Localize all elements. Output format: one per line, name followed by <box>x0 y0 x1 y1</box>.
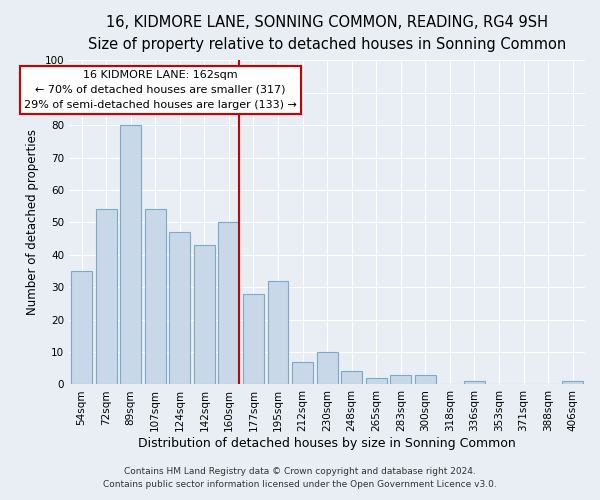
Bar <box>268 280 289 384</box>
Bar <box>120 125 141 384</box>
Bar <box>391 374 411 384</box>
Bar <box>169 232 190 384</box>
Bar <box>562 381 583 384</box>
Bar <box>415 374 436 384</box>
Y-axis label: Number of detached properties: Number of detached properties <box>26 130 39 316</box>
Bar <box>292 362 313 384</box>
Bar <box>145 210 166 384</box>
Bar <box>95 210 116 384</box>
Bar <box>218 222 239 384</box>
Bar <box>341 372 362 384</box>
Text: 16 KIDMORE LANE: 162sqm
← 70% of detached houses are smaller (317)
29% of semi-d: 16 KIDMORE LANE: 162sqm ← 70% of detache… <box>24 70 297 110</box>
Title: 16, KIDMORE LANE, SONNING COMMON, READING, RG4 9SH
Size of property relative to : 16, KIDMORE LANE, SONNING COMMON, READIN… <box>88 15 566 52</box>
Bar <box>243 294 264 384</box>
Bar <box>366 378 386 384</box>
Bar <box>194 245 215 384</box>
X-axis label: Distribution of detached houses by size in Sonning Common: Distribution of detached houses by size … <box>138 437 516 450</box>
Bar <box>317 352 338 384</box>
Text: Contains HM Land Registry data © Crown copyright and database right 2024.
Contai: Contains HM Land Registry data © Crown c… <box>103 468 497 489</box>
Bar <box>464 381 485 384</box>
Bar <box>71 271 92 384</box>
